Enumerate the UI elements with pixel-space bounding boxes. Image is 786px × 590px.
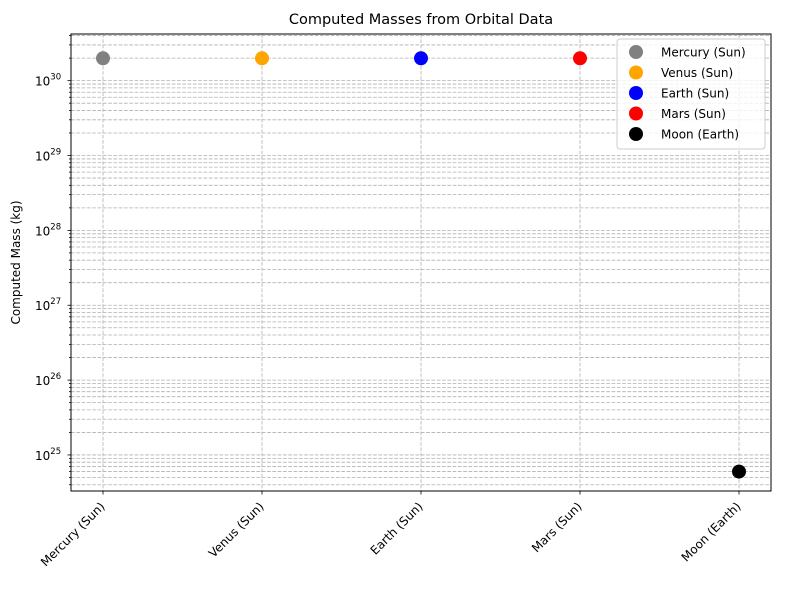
x-tick-label: Mars (Sun) bbox=[529, 499, 585, 555]
x-axis: Mercury (Sun) Venus (Sun) Earth (Sun) Mars … bbox=[38, 491, 744, 569]
data-point-mercury-sun bbox=[96, 51, 110, 66]
y-tick-label: 1026 bbox=[35, 372, 61, 388]
x-tick-label: Mercury (Sun) bbox=[38, 499, 108, 569]
x-tick-label: Venus (Sun) bbox=[206, 499, 267, 560]
y-tick-label: 1025 bbox=[35, 447, 61, 463]
y-axis: 1025 1026 1027 1028 1029 1030 bbox=[35, 35, 71, 486]
legend-entry: Earth (Sun) bbox=[661, 87, 729, 101]
legend-entry: Moon (Earth) bbox=[661, 128, 739, 142]
y-tick-label: 1030 bbox=[35, 73, 61, 89]
data-point-venus-sun bbox=[255, 51, 269, 66]
legend-box bbox=[616, 38, 766, 150]
x-tick-label: Moon (Earth) bbox=[679, 499, 744, 564]
legend-marker bbox=[629, 65, 643, 80]
legend-marker bbox=[629, 106, 643, 121]
legend: Mercury (Sun) Venus (Sun) Earth (Sun) Mars … bbox=[616, 38, 766, 150]
chart-title: Computed Masses from Orbital Data bbox=[289, 12, 553, 28]
legend-marker bbox=[629, 86, 643, 100]
legend-marker bbox=[629, 45, 643, 59]
legend-marker bbox=[629, 127, 643, 141]
legend-entry: Mars (Sun) bbox=[661, 107, 726, 121]
data-points bbox=[96, 51, 746, 479]
y-tick-label: 1027 bbox=[35, 297, 61, 313]
x-tick-label: Earth (Sun) bbox=[368, 499, 426, 557]
legend-entry: Mercury (Sun) bbox=[661, 46, 746, 60]
data-point-mars-sun bbox=[573, 51, 587, 66]
legend-entry: Venus (Sun) bbox=[661, 66, 733, 80]
data-point-earth-sun bbox=[414, 51, 428, 66]
y-axis-label: Computed Mass (kg) bbox=[9, 200, 23, 324]
y-tick-label: 1029 bbox=[35, 148, 61, 164]
data-point-moon-earth bbox=[732, 464, 746, 479]
y-tick-label: 1028 bbox=[35, 222, 61, 238]
